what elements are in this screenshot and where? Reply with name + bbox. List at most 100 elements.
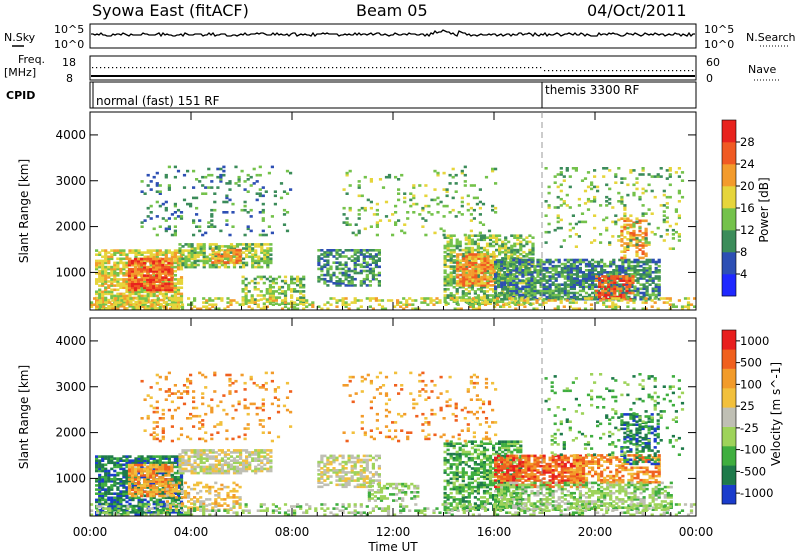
data-cell [646,267,649,270]
data-cell [453,286,456,289]
data-cell [424,219,427,222]
data-cell [636,269,639,272]
y-tick-label: 3000 [55,174,86,188]
data-cell [213,209,216,212]
data-cell [364,207,367,210]
data-cell [147,455,150,458]
data-cell [147,207,150,210]
data-cell [250,215,253,218]
data-cell [552,281,555,284]
data-cell [440,228,443,231]
data-cell [403,197,406,200]
data-cell [263,294,266,297]
data-cell [262,203,265,206]
velocity-data [90,372,696,516]
data-cell [543,267,546,270]
data-cell [639,273,642,276]
data-cell [137,278,140,281]
data-cell [329,266,332,269]
data-cell [575,245,578,248]
data-cell [491,168,494,171]
data-cell [286,170,289,173]
data-cell [98,459,101,462]
data-cell [158,260,161,263]
data-cell [122,278,125,281]
data-cell [465,243,468,246]
data-cell [563,175,566,178]
data-cell [555,294,558,297]
data-cell [110,278,113,281]
data-cell [430,199,433,202]
data-cell [623,246,626,249]
data-cell [210,213,213,216]
data-cell [323,303,326,306]
data-cell [593,239,596,242]
data-cell [174,203,177,206]
data-cell [210,186,213,189]
data-cell [548,186,551,189]
data-cell [361,207,364,210]
data-cell [601,290,604,293]
data-cell [626,227,629,230]
data-cell [275,282,278,285]
data-cell [116,486,119,489]
data-cell [572,167,575,170]
noise-search-label: N.Search [746,31,796,44]
data-cell [202,297,205,300]
data-cell [250,184,253,187]
data-cell [147,249,150,252]
data-cell [134,258,137,261]
data-cell [660,167,663,170]
data-cell [575,233,578,236]
data-cell [162,455,165,458]
data-cell [513,243,516,246]
data-cell [632,192,635,195]
colorbar-tick-label: 12 [740,223,755,237]
data-cell [214,253,217,256]
data-cell [357,299,360,302]
data-cell [366,274,369,277]
data-cell [483,282,486,285]
data-cell [548,223,551,226]
data-cell [342,280,345,283]
data-cell [263,249,266,252]
data-cell [459,249,462,252]
data-cell [263,243,266,246]
data-cell [511,301,514,304]
data-cell [139,297,142,300]
data-cell [623,212,626,215]
data-cell [453,245,456,248]
data-cell [107,291,110,294]
data-cell [660,297,663,300]
data-cell [613,275,616,278]
data-cell [465,288,468,291]
data-cell [234,182,237,185]
data-cell [354,257,357,260]
data-cell [473,184,476,187]
data-cell [379,178,382,181]
data-cell [95,492,98,495]
data-cell [402,297,405,300]
data-cell [171,455,174,458]
data-cell [497,277,500,280]
data-cell [645,228,648,231]
data-cell [427,205,430,208]
data-cell [585,259,588,262]
data-cell [144,499,147,502]
data-cell [229,249,232,252]
data-cell [110,492,113,495]
data-cell [113,262,116,265]
data-cell [540,259,543,262]
data-cell [588,261,591,264]
data-cell [311,301,314,304]
data-cell [666,202,669,205]
data-cell [245,278,248,281]
data-cell [459,253,462,256]
data-cell [192,170,195,173]
data-cell [678,190,681,193]
data-cell [128,464,131,467]
data-cell [207,186,210,189]
data-cell [503,261,506,264]
data-cell [116,293,119,296]
